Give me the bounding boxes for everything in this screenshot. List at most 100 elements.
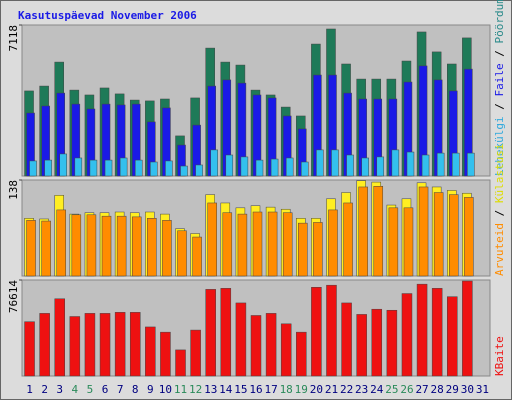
y-tick-label: 138 — [7, 180, 20, 200]
legend: Lehekülgi / Faile / Pöördumisi — [493, 0, 506, 176]
legend-label: Faile — [493, 63, 506, 96]
bar — [250, 315, 262, 377]
bar — [101, 215, 112, 277]
legend: KBaite — [493, 336, 506, 376]
bar — [391, 149, 400, 177]
x-tick-label: 30 — [461, 383, 474, 396]
bar — [220, 288, 232, 377]
bar — [104, 159, 113, 177]
bar — [71, 214, 82, 277]
legend-separator: / — [493, 97, 506, 117]
bar — [177, 230, 187, 277]
x-tick-label: 14 — [219, 383, 233, 396]
bar — [39, 313, 50, 377]
legend-separator: / — [493, 203, 506, 223]
bar — [162, 220, 172, 277]
bar — [436, 152, 445, 177]
bar — [464, 197, 474, 277]
bar — [267, 211, 278, 277]
x-tick-label: 1 — [26, 383, 33, 396]
bar — [195, 164, 203, 177]
bar — [388, 207, 399, 277]
legend-separator: / — [493, 44, 506, 64]
bar — [207, 202, 217, 277]
x-tick-label: 31 — [476, 383, 489, 396]
x-tick-label: 2 — [41, 383, 48, 396]
bar — [285, 157, 294, 177]
bar — [403, 207, 414, 277]
x-tick-label: 7 — [117, 383, 124, 396]
bar — [192, 236, 202, 277]
bar — [328, 209, 338, 277]
bar — [175, 349, 186, 377]
x-tick-label: 28 — [431, 383, 444, 396]
bar — [311, 287, 322, 377]
x-tick-label: 4 — [72, 383, 79, 396]
bar — [467, 152, 475, 177]
bar — [255, 159, 264, 177]
x-tick-label: 18 — [280, 383, 293, 396]
bar — [421, 154, 430, 177]
bar — [26, 220, 36, 277]
x-tick-label: 29 — [446, 383, 459, 396]
bar — [346, 154, 354, 177]
bar — [386, 309, 398, 377]
bar — [190, 329, 201, 377]
x-tick-label: 16 — [249, 383, 262, 396]
x-tick-label: 12 — [189, 383, 202, 396]
legend-label: Lehekülgi — [493, 116, 506, 176]
bar — [313, 222, 323, 277]
bar — [371, 308, 383, 377]
bar — [343, 202, 353, 277]
bar — [433, 192, 444, 277]
bar — [341, 302, 352, 377]
bar — [240, 156, 249, 177]
bar — [74, 157, 83, 177]
x-tick-label: 9 — [147, 383, 154, 396]
bar — [150, 161, 158, 177]
y-tick-label: 7118 — [7, 25, 20, 52]
bar — [449, 194, 459, 277]
bar — [280, 323, 292, 377]
x-tick-label: 8 — [132, 383, 139, 396]
bar — [222, 212, 233, 277]
bar — [44, 159, 52, 177]
bar — [356, 314, 367, 377]
x-tick-label: 19 — [295, 383, 308, 396]
bar — [237, 213, 248, 277]
bar — [296, 331, 307, 377]
x-tick-label: 11 — [174, 383, 187, 396]
bar — [376, 156, 385, 177]
x-tick-label: 10 — [159, 383, 172, 396]
bar — [180, 165, 188, 177]
bar — [69, 316, 81, 377]
bar — [210, 149, 218, 177]
legend-label: Arvuteid — [493, 223, 506, 276]
bar — [265, 313, 277, 377]
bar — [235, 302, 247, 377]
bar — [331, 149, 339, 177]
bar — [406, 151, 415, 177]
legend-label: Külastusi — [493, 144, 506, 204]
bar — [225, 154, 234, 177]
bar — [431, 288, 443, 377]
bar — [452, 152, 460, 177]
bar — [134, 159, 143, 177]
legend-label: KBaite — [493, 336, 506, 376]
bar — [56, 209, 66, 277]
y-tick-label: 76614 — [7, 280, 20, 313]
bar — [119, 157, 128, 177]
bar — [252, 211, 263, 277]
bar — [116, 215, 127, 277]
x-tick-label: 23 — [355, 383, 368, 396]
bar — [205, 289, 216, 377]
x-tick-label: 6 — [102, 383, 109, 396]
bar — [447, 296, 458, 377]
bar — [326, 284, 337, 377]
bar — [361, 157, 369, 177]
x-tick-label: 26 — [400, 383, 413, 396]
bar — [270, 158, 279, 177]
x-tick-label: 27 — [415, 383, 428, 396]
legend-label: Pöördumisi — [493, 0, 506, 44]
